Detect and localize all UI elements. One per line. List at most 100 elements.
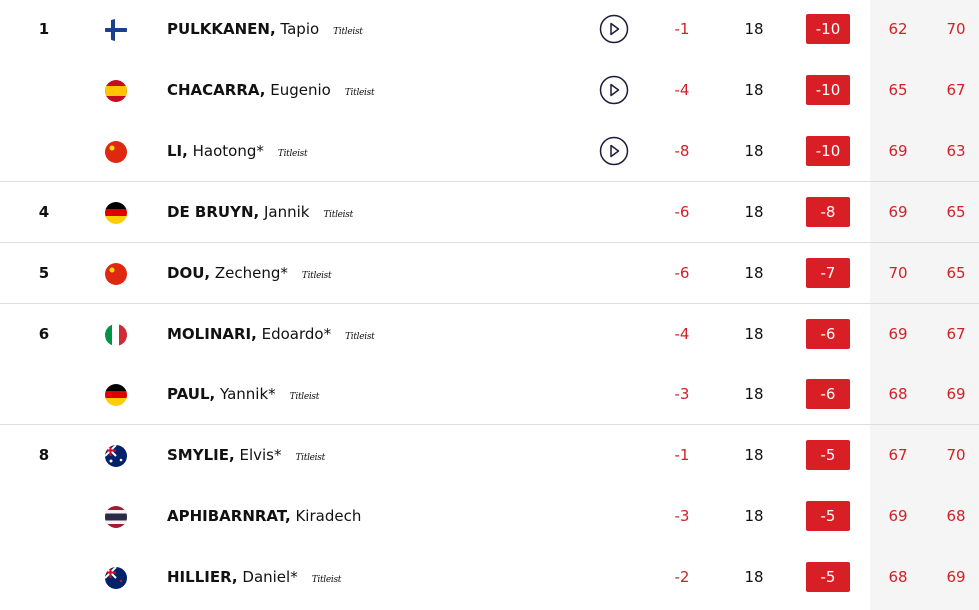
today-score: -1 [674,20,690,38]
flag [105,506,127,528]
thru: 18 [744,142,764,160]
round-2: 65 [946,264,966,282]
total-score: -8 [806,197,850,227]
player-row: 6 MOLINARI, Edoardo* Titleist -4 18 -6 69 67 [0,304,979,365]
flag [105,324,127,346]
thru: 18 [744,385,764,403]
player-row: LI, Haotong* Titleist -8 18 -10 69 63 [0,121,979,182]
ball-sponsor: Titleist [333,27,363,37]
last-name: HILLIER, [167,568,238,586]
total-score: -6 [806,379,850,409]
flag [105,19,127,41]
thru: 18 [744,507,764,525]
today-score: -1 [674,446,690,464]
flag [105,263,127,285]
position: 4 [38,203,50,221]
position: 5 [38,264,50,282]
flag [105,384,127,406]
total-score: -7 [806,258,850,288]
ball-sponsor: Titleist [295,453,325,463]
ball-sponsor: Titleist [289,392,320,402]
first-name: Yannik* [219,385,276,403]
first-name: Daniel* [242,568,298,586]
round-1: 69 [888,507,908,525]
player-name: APHIBARNRAT, Kiradech [167,486,361,547]
round-2: 69 [946,385,966,403]
total-score: -10 [806,136,850,166]
flag [105,445,127,467]
total-score: -10 [806,75,850,105]
play-video[interactable] [599,75,629,105]
ball-sponsor: Titleist [277,149,308,159]
round-1: 68 [888,385,908,403]
player-name: DE BRUYN, Jannik Titleist [167,182,353,243]
last-name: APHIBARNRAT, [167,507,291,525]
thru: 18 [744,325,764,343]
round-2: 69 [946,568,966,586]
today-score: -6 [674,264,690,282]
play-video[interactable] [599,14,629,44]
total-score: -5 [806,440,850,470]
last-name: PAUL, [167,385,216,403]
last-name: SMYLIE, [167,446,235,464]
player-row: APHIBARNRAT, Kiradech -3 18 -5 69 68 [0,486,979,547]
today-score: -3 [674,385,690,403]
first-name: Edoardo* [261,325,332,343]
first-name: Elvis* [239,446,282,464]
flag [105,141,127,163]
player-name: SMYLIE, Elvis* Titleist [167,425,325,486]
last-name: MOLINARI, [167,325,257,343]
round-2: 67 [946,81,966,99]
player-name: LI, Haotong* Titleist [167,121,308,182]
thru: 18 [744,81,764,99]
player-name: PULKKANEN, Tapio Titleist [167,0,363,60]
round-1: 62 [888,20,908,38]
thru: 18 [744,203,764,221]
total-score: -5 [806,562,850,592]
player-row: 1 PULKKANEN, Tapio Titleist -1 18 -10 62 70 [0,0,979,60]
last-name: LI, [167,142,188,160]
player-name: CHACARRA, Eugenio Titleist [167,60,375,121]
position: 8 [38,446,50,464]
player-row: CHACARRA, Eugenio Titleist -4 18 -10 65 67 [0,60,979,121]
row-separator [0,181,979,182]
player-row: 5 DOU, Zecheng* Titleist -6 18 -7 70 65 [0,243,979,304]
total-score: -5 [806,501,850,531]
round-1: 69 [888,325,908,343]
player-name: MOLINARI, Edoardo* Titleist [167,304,375,365]
thru: 18 [744,264,764,282]
round-1: 69 [888,203,908,221]
play-video[interactable] [599,136,629,166]
position: 1 [38,20,50,38]
round-1: 69 [888,142,908,160]
player-row: 4 DE BRUYN, Jannik Titleist -6 18 -8 69 65 [0,182,979,243]
today-score: -6 [674,203,690,221]
round-2: 70 [946,20,966,38]
ball-sponsor: Titleist [323,210,353,220]
total-score: -6 [806,319,850,349]
ball-sponsor: Titleist [301,271,332,281]
ball-sponsor: Titleist [345,332,375,342]
round-1: 65 [888,81,908,99]
round-2: 67 [946,325,966,343]
player-name: DOU, Zecheng* Titleist [167,243,332,304]
first-name: Kiradech [295,507,362,525]
round-column-bg [870,0,979,610]
last-name: DOU, [167,264,211,282]
ball-sponsor: Titleist [344,88,375,98]
thru: 18 [744,20,764,38]
total-score: -10 [806,14,850,44]
flag [105,80,127,102]
position: 6 [38,325,50,343]
row-separator [0,242,979,243]
player-name: HILLIER, Daniel* Titleist [167,547,341,608]
today-score: -8 [674,142,690,160]
last-name: CHACARRA, [167,81,266,99]
today-score: -4 [674,81,690,99]
player-row: HILLIER, Daniel* Titleist -2 18 -5 68 69 [0,547,979,608]
round-1: 68 [888,568,908,586]
row-separator [0,424,979,425]
first-name: Zecheng* [214,264,288,282]
flag [105,202,127,224]
last-name: DE BRUYN, [167,203,260,221]
